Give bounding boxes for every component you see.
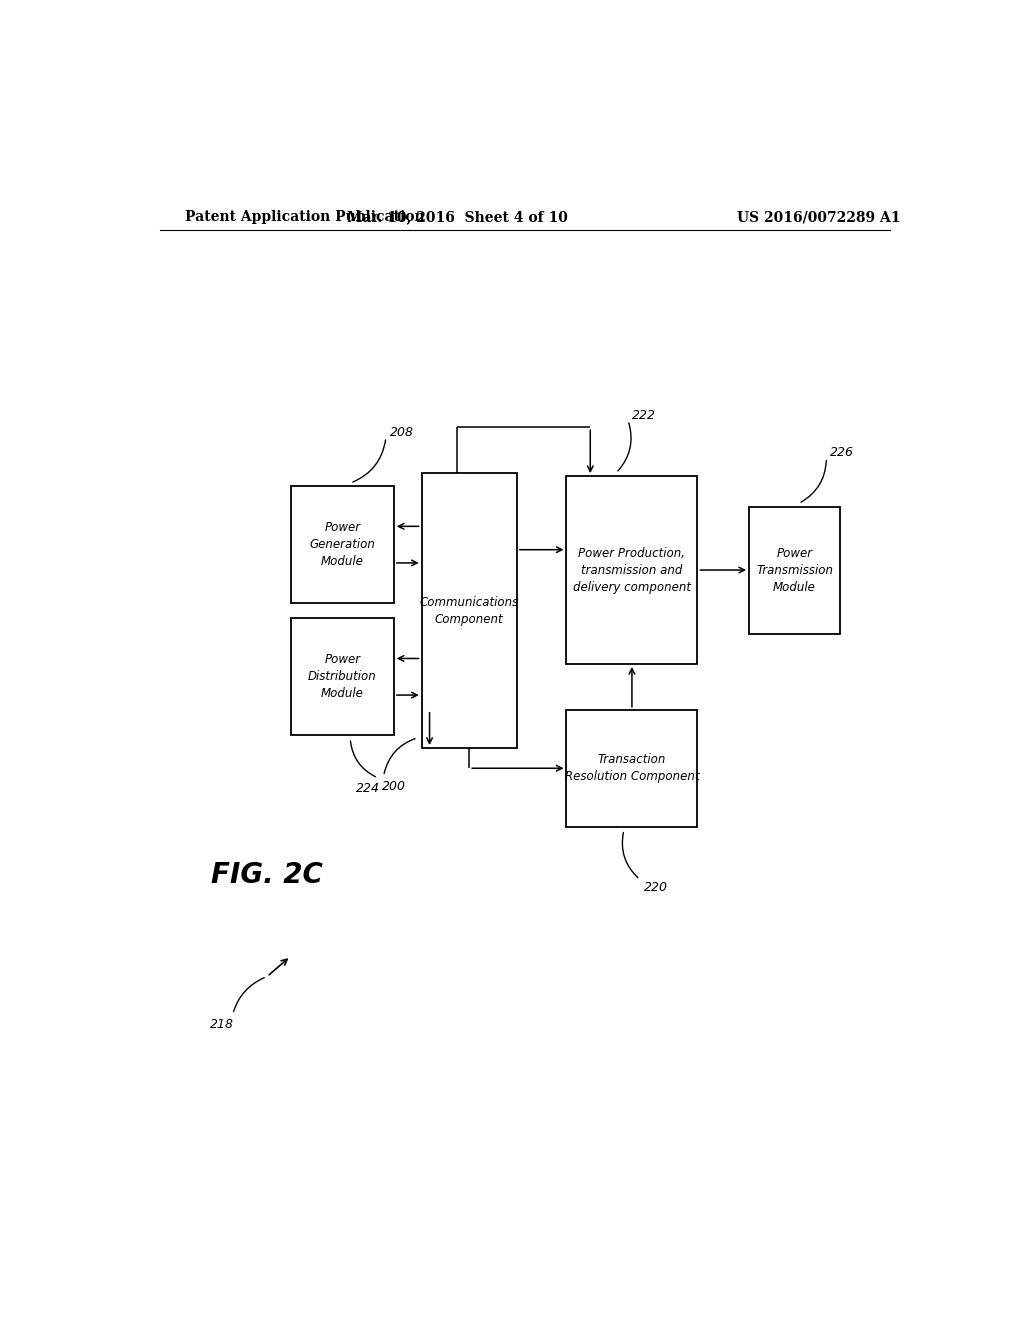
Text: 220: 220 (644, 882, 668, 894)
Text: US 2016/0072289 A1: US 2016/0072289 A1 (736, 210, 900, 224)
Text: Communications
Component: Communications Component (420, 595, 519, 626)
Text: Power Production,
transmission and
delivery component: Power Production, transmission and deliv… (573, 546, 691, 594)
Bar (291, 618, 394, 735)
Text: Mar. 10, 2016  Sheet 4 of 10: Mar. 10, 2016 Sheet 4 of 10 (347, 210, 567, 224)
Text: FIG. 2C: FIG. 2C (211, 861, 323, 888)
Bar (749, 507, 841, 634)
Text: 222: 222 (632, 409, 656, 421)
Text: Transaction
Resolution Component: Transaction Resolution Component (564, 754, 699, 783)
Text: Power
Distribution
Module: Power Distribution Module (308, 653, 377, 701)
Bar (566, 710, 697, 826)
Text: Power
Generation
Module: Power Generation Module (309, 521, 375, 568)
Bar (566, 477, 697, 664)
Text: Power
Transmission
Module: Power Transmission Module (756, 546, 834, 594)
Text: 200: 200 (382, 780, 406, 792)
Text: 208: 208 (390, 426, 414, 438)
Bar (422, 474, 517, 748)
Text: Patent Application Publication: Patent Application Publication (185, 210, 425, 224)
Text: 226: 226 (830, 446, 854, 459)
Bar (291, 486, 394, 603)
Text: 218: 218 (210, 1018, 233, 1031)
Text: 224: 224 (355, 781, 380, 795)
